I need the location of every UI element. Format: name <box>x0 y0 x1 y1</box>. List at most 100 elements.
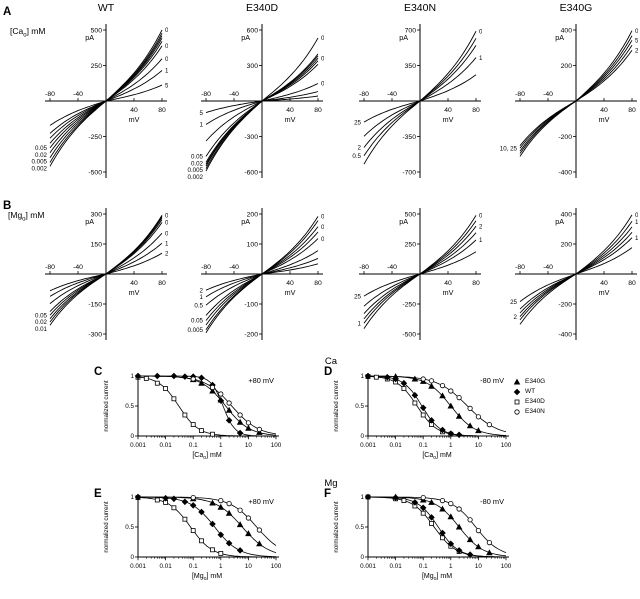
marker-E340G <box>475 427 482 434</box>
y-tick-label: 100 <box>247 241 259 248</box>
iv-plot-ca-wt: -80 -40 40 80 500 250 -250 -500 pA mV 0 0.1 0.5 1 5 0.0… <box>26 14 168 192</box>
x-tick-label: 10 <box>245 442 253 449</box>
curve-label: 0.005 <box>188 167 204 174</box>
curve-label: 0 <box>479 28 482 35</box>
x-tick-label: 80 <box>472 280 480 287</box>
x-tick-label: -40 <box>387 91 397 98</box>
marker-E340D <box>420 510 426 516</box>
iv-curve-25 <box>363 251 477 297</box>
legend-item: WT <box>512 388 545 396</box>
marker-E340D <box>163 386 168 392</box>
x-axis-title: mV <box>285 115 296 124</box>
x-axis-title-sub: o <box>203 455 206 461</box>
marker-E340D <box>199 538 204 544</box>
x-tick-label: 10 <box>475 563 483 570</box>
y-tick-label: 300 <box>247 63 259 70</box>
marker-E340D <box>514 399 520 405</box>
y-tick-label: -100 <box>244 301 258 308</box>
y-tick-label: 1 <box>130 373 134 380</box>
y-tick-label: 200 <box>561 241 573 248</box>
row-b-label-pre: [Mg <box>8 210 23 220</box>
x-tick-label: 40 <box>444 280 452 287</box>
y-tick-label: -300 <box>88 331 102 338</box>
marker-E340N <box>467 405 473 412</box>
marker-E340N <box>209 384 216 390</box>
x-axis-title: mV <box>285 288 296 297</box>
row-a-label-sub: o <box>23 32 27 39</box>
panel-title: -80 mV <box>480 376 504 385</box>
x-axis-title-sub: o <box>434 576 437 582</box>
curve-label: 0.002 <box>188 174 204 181</box>
diamond-marker-icon <box>513 388 521 396</box>
marker-WT <box>428 514 435 521</box>
iv-curve-2 <box>49 252 163 292</box>
x-tick-label: 0.001 <box>360 442 376 449</box>
y-tick-label: 300 <box>91 211 103 218</box>
marker-E340G <box>447 402 455 409</box>
panel-letter-c: C <box>94 366 103 378</box>
marker-WT <box>439 529 446 537</box>
y-tick-label: 400 <box>561 211 573 218</box>
curve-label: 0.5 <box>352 153 361 160</box>
curve-label: 0.02 <box>35 319 48 326</box>
marker-WT <box>162 494 169 502</box>
x-tick-label: 100 <box>271 442 282 449</box>
y-axis-title: pA <box>85 217 94 226</box>
curve-label: 0.1 <box>165 43 168 50</box>
marker-E340D <box>171 505 177 511</box>
x-tick-label: -40 <box>73 264 83 271</box>
marker-E340D <box>182 516 188 522</box>
curve-label: 0 <box>321 214 324 221</box>
marker-WT <box>466 551 474 558</box>
x-tick-label: 40 <box>600 107 608 114</box>
x-axis-title-pre: [Mg <box>192 573 204 580</box>
marker-E340G <box>256 428 263 435</box>
y-tick-label: -300 <box>244 134 258 141</box>
marker-E340N <box>439 498 446 504</box>
marker-WT <box>364 493 372 501</box>
marker-WT <box>209 520 216 528</box>
marker-WT <box>134 493 142 501</box>
panel-title: +80 mV <box>248 497 274 506</box>
y-tick-label: -700 <box>402 169 416 176</box>
dose-chart-svg: 0 0.5 1 0.001 0.01 0.1 1 10 100 +80 mV normalized … <box>103 493 282 582</box>
marker-E340G <box>225 406 233 413</box>
fit-curve-WT <box>138 496 276 557</box>
row-a-label-pre: [Ca <box>10 26 24 36</box>
x-tick-label: 0.01 <box>389 563 402 570</box>
marker-WT <box>439 426 446 434</box>
dose-chart-svg: 0 0.5 1 0.001 0.01 0.1 1 10 100 -80 mV normalized … <box>333 372 512 461</box>
x-tick-label: -80 <box>515 91 525 98</box>
marker-E340D <box>190 528 196 533</box>
marker-E340D <box>401 498 407 503</box>
marker-WT <box>455 431 463 439</box>
marker-E340N <box>256 527 262 533</box>
x-tick-label: 1 <box>219 563 223 570</box>
curve-label: 0 <box>635 212 638 219</box>
x-axis-title: mV <box>599 115 610 124</box>
dose-chart-svg: 0 0.5 1 0.001 0.01 0.1 1 10 100 +80 mV normalized … <box>103 372 282 461</box>
x-tick-label: -40 <box>543 91 553 98</box>
curve-label: 1 <box>358 320 362 327</box>
panel-letter-e: E <box>94 488 102 500</box>
x-tick-label: 80 <box>314 107 322 114</box>
marker-WT <box>217 531 225 539</box>
marker-E340D <box>429 520 434 526</box>
y-tick-label: -400 <box>558 331 572 338</box>
x-axis-title: [Mgo] mM <box>422 573 452 582</box>
curve-label: 0.01 <box>35 326 48 333</box>
marker-WT <box>400 379 408 387</box>
iv-chart-svg: -80 -40 40 80 500 250 -250 -500 pA mV 0 2 10 25 1 <box>354 208 482 340</box>
marker-E340N <box>475 527 481 534</box>
dose-chart-svg: 0 0.5 1 0.001 0.01 0.1 1 10 100 -80 mV normalized … <box>333 493 512 582</box>
x-tick-label: -80 <box>359 91 369 98</box>
legend-label: WT <box>525 388 536 395</box>
y-tick-label: -350 <box>402 134 416 141</box>
marker-E340N <box>448 501 454 507</box>
circle-marker-icon <box>514 409 520 415</box>
marker-E340G <box>411 375 419 382</box>
y-tick-label: -500 <box>88 169 102 176</box>
y-tick-label: -500 <box>402 331 416 338</box>
iv-plot-ca-e340n: -80 -40 40 80 700 350 -350 -700 pA mV 0 10 25 20.5 <box>340 14 482 192</box>
y-tick-label: 600 <box>247 27 259 34</box>
